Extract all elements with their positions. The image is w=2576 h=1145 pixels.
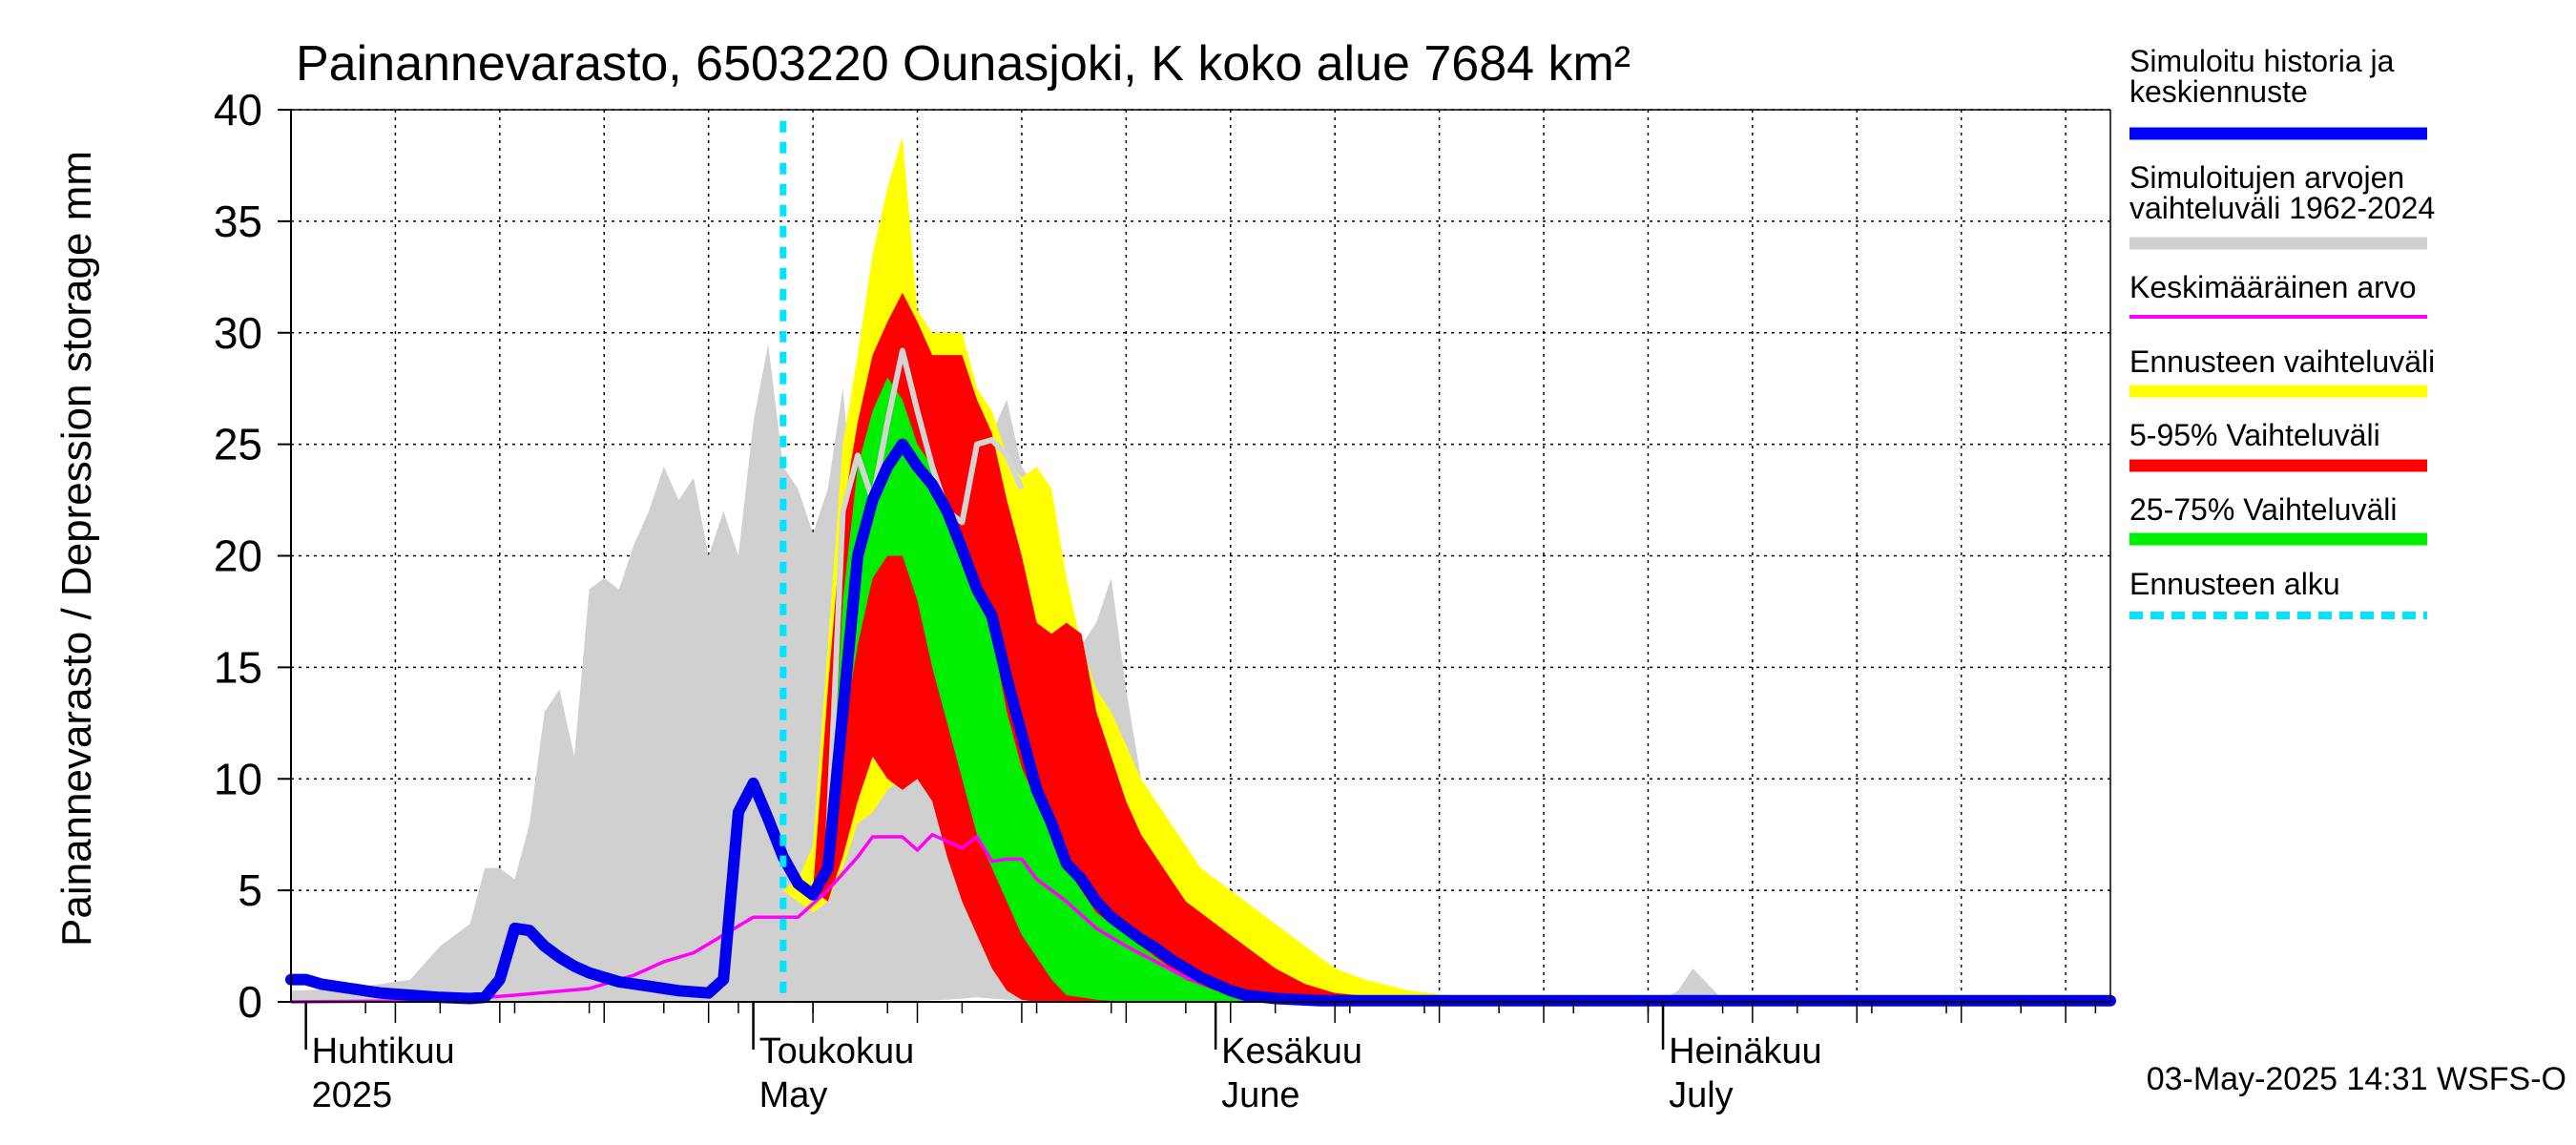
x-month-sublabel: July: [1669, 1075, 1734, 1115]
chart-title: Painannevarasto, 6503220 Ounasjoki, K ko…: [296, 36, 1631, 92]
series-lines: [285, 120, 2116, 1007]
legend-label: Keskimääräinen arvo: [2129, 270, 2417, 304]
timestamp: 03-May-2025 14:31 WSFS-O: [2147, 1061, 2566, 1097]
x-month-label: Toukokuu: [759, 1031, 915, 1072]
simulated-history-line: [285, 438, 2116, 1007]
x-month-label: Kesäkuu: [1221, 1031, 1362, 1072]
legend-label: 25-75% Vaihteluväli: [2129, 492, 2397, 527]
median-forecast-line: [824, 347, 1025, 846]
y-tick-label: 40: [214, 85, 262, 135]
legend-label: 5-95% Vaihteluväli: [2129, 418, 2380, 452]
mean-value-line: [290, 832, 2110, 1004]
y-tick-label: 0: [238, 977, 262, 1027]
x-month-sublabel: May: [759, 1075, 828, 1115]
bands: [291, 136, 2111, 1003]
y-tick-label: 25: [214, 420, 262, 469]
legend-label: Ennusteen vaihteluväli: [2129, 344, 2435, 379]
y-axis-label: Painannevarasto / Depression storage mm: [53, 151, 100, 947]
y-tick-label: 30: [214, 308, 262, 358]
y-tick-label: 5: [238, 865, 262, 915]
legend-label: Simuloitu historia ja: [2129, 44, 2395, 78]
x-month-label: Huhtikuu: [312, 1031, 455, 1072]
legend-label: Simuloitujen arvojen: [2129, 160, 2404, 195]
legend-label: vaihteluväli 1962-2024: [2129, 191, 2435, 225]
y-tick-label: 35: [214, 197, 262, 246]
x-month-label: Heinäkuu: [1669, 1031, 1822, 1072]
forecast-5-95-band: [813, 292, 2110, 1002]
y-tick-label: 20: [214, 531, 262, 581]
x-month-sublabel: 2025: [312, 1075, 393, 1115]
axes: 0510152025303540Huhtikuu2025ToukokuuMayK…: [214, 85, 2111, 1115]
x-month-sublabel: June: [1221, 1075, 1299, 1115]
y-tick-label: 10: [214, 754, 262, 803]
legend-label: keskiennuste: [2129, 74, 2308, 109]
y-tick-label: 15: [214, 642, 262, 692]
history-range-band: [291, 288, 2110, 1002]
legend-label: Ennusteen alku: [2129, 567, 2340, 601]
